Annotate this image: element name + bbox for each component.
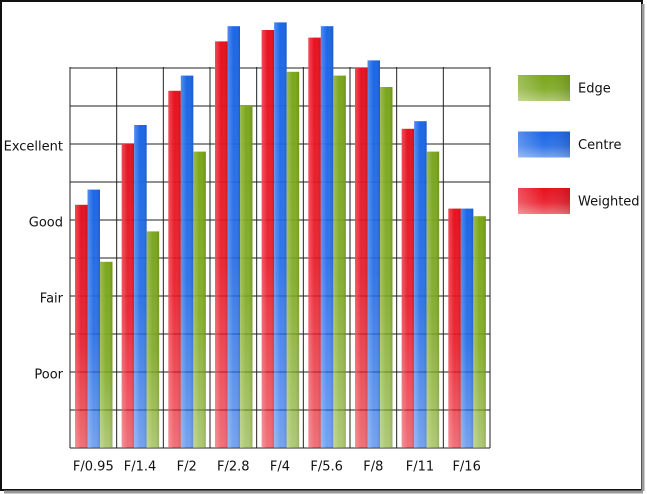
bar-shade [146,231,160,448]
bar-shade [355,68,368,448]
x-tick-label: F/5.6 [310,460,343,475]
bar-shade [240,106,253,448]
x-tick-label: F/8 [363,460,383,475]
bar-shade [87,189,100,448]
x-tick-label: F/1.4 [124,460,157,475]
y-tick-label: Poor [34,368,63,383]
bar-shade [426,151,440,448]
bar-shade [261,30,275,448]
bar-shade [460,208,474,448]
bar-shade [414,121,427,448]
legend-label: Centre [578,138,621,153]
bar-shade [75,204,88,448]
legend-swatch-shade [518,75,570,101]
x-tick-label: F/0.95 [73,460,114,475]
bar-shade [333,75,346,448]
bar-shade [308,37,321,448]
bar-shade [100,261,113,448]
bar-shade [401,128,415,449]
x-tick-label: F/2.8 [217,460,250,475]
x-tick-label: F/11 [406,460,434,475]
bar-shade [121,144,135,448]
bar-shade [215,41,228,449]
bar-shade [274,22,287,449]
bar-shade [448,208,461,448]
x-tick-label: F/16 [452,460,480,475]
bar-shade [168,90,181,449]
bar-shade [286,71,300,449]
bar-shade [320,26,334,448]
legend-label: Edge [578,82,611,97]
bar-shade [367,60,380,449]
bar-shade [193,151,206,448]
y-tick-label: Good [29,216,63,231]
bar-shade [180,75,194,448]
y-tick-label: Fair [40,292,64,307]
legend-swatch-shade [518,188,570,214]
legend-label: Weighted [578,195,640,210]
legend-swatch-shade [518,131,570,158]
bar-shade [227,26,240,448]
bar-shade [473,216,486,448]
x-tick-label: F/4 [270,460,290,475]
y-tick-label: Excellent [4,140,63,155]
x-tick-label: F/2 [177,460,197,475]
bar-shade [380,87,393,448]
bar-shade [134,125,147,448]
